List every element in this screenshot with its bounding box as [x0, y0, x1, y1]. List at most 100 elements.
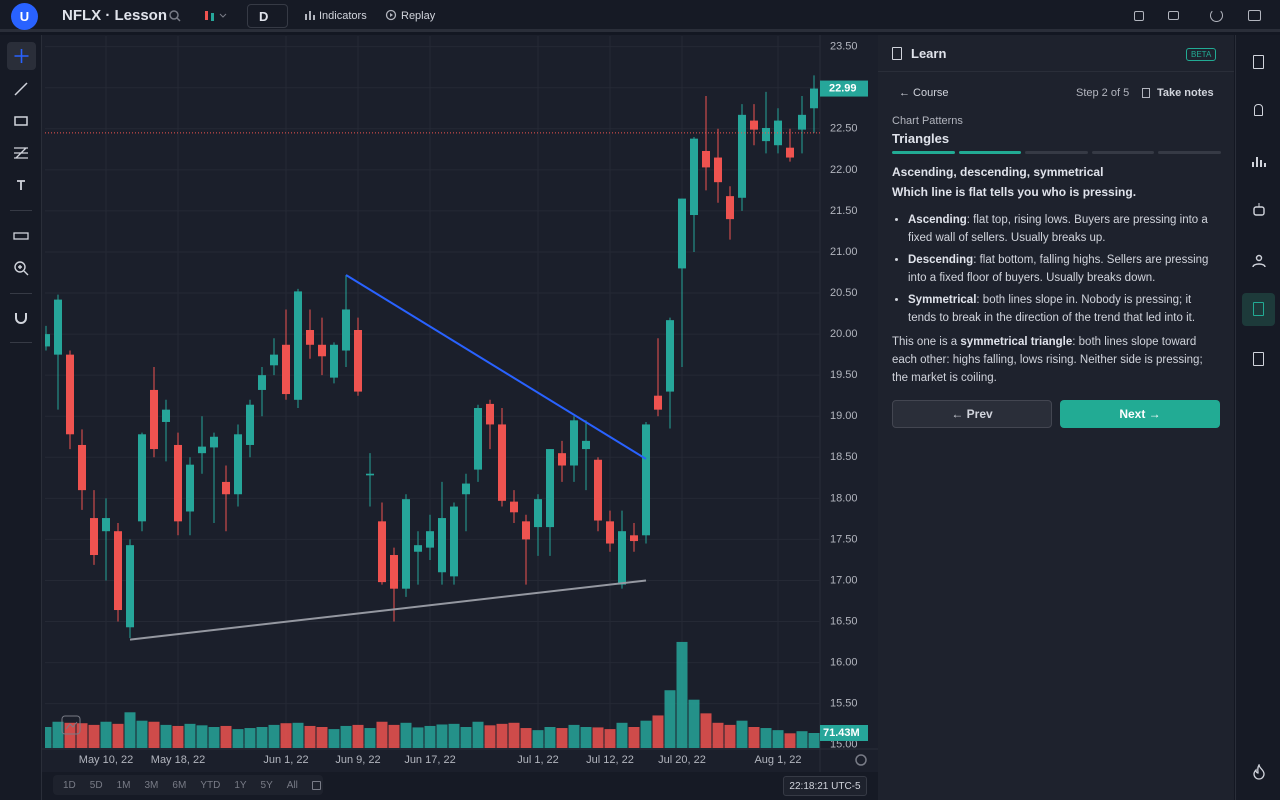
- y-tick-label: 21.50: [830, 205, 858, 217]
- candle-body: [534, 499, 542, 528]
- volume-bar: [460, 726, 472, 748]
- range-button[interactable]: 1D: [63, 779, 76, 791]
- volume-bar: [304, 725, 316, 748]
- line-tool[interactable]: [13, 81, 29, 97]
- bullet-text: : flat top, rising lows. Buyers are pres…: [908, 214, 1208, 244]
- avatar[interactable]: U: [11, 3, 38, 30]
- x-tick-label: Jul 12, 22: [586, 754, 634, 766]
- y-tick-label: 16.50: [830, 615, 858, 627]
- top-bar: U NFLX · Lesson D Indicators Replay: [0, 0, 1280, 32]
- volume-bar: [556, 728, 568, 748]
- notes-icon: [1142, 88, 1150, 98]
- data-icon[interactable]: [1251, 153, 1267, 169]
- chart-type-icon[interactable]: [203, 8, 229, 24]
- candle-body: [474, 408, 482, 470]
- volume-bar: [712, 722, 724, 748]
- plot: [45, 36, 820, 748]
- ruler-tool[interactable]: [13, 228, 29, 244]
- next-button[interactable]: Next →: [1060, 400, 1220, 428]
- active-tool[interactable]: [7, 42, 36, 70]
- learn-panel: Learn BETA ← Course Step 2 of 5 Take not…: [878, 35, 1234, 800]
- layout-icon[interactable]: [1134, 11, 1144, 21]
- volume-bar: [136, 720, 148, 748]
- settings-icon[interactable]: [855, 754, 867, 766]
- calendar-icon[interactable]: [311, 780, 321, 790]
- candle-body: [558, 453, 566, 466]
- range-button[interactable]: 5Y: [260, 779, 273, 791]
- candle-body: [318, 344, 326, 357]
- hotlist-icon[interactable]: [1251, 764, 1267, 780]
- candle-body: [510, 501, 518, 513]
- volume-bar: [748, 726, 760, 748]
- candle-body: [186, 464, 194, 512]
- last-volume-tag: [820, 724, 868, 741]
- volume-bar: [568, 724, 580, 748]
- y-tick-label: 19.50: [830, 369, 858, 381]
- volume-bar: [688, 699, 700, 748]
- volume-bar: [64, 722, 76, 748]
- candle-body: [378, 521, 386, 583]
- community-icon[interactable]: [1251, 253, 1267, 269]
- bullet-text: : both lines slope in. Nobody is pressin…: [908, 294, 1196, 324]
- x-tick-label: Jul 20, 22: [658, 754, 706, 766]
- volume-bar: [352, 724, 364, 748]
- text-tool[interactable]: [13, 177, 29, 193]
- volume-bar: [808, 732, 820, 748]
- x-tick-label: Jun 1, 22: [263, 754, 308, 766]
- learn-tab-active[interactable]: [1242, 293, 1275, 326]
- bullets: Ascending: flat top, rising lows. Buyers…: [892, 211, 1212, 331]
- candle-body: [582, 440, 590, 450]
- rect-tool[interactable]: [13, 113, 29, 129]
- candle-body: [114, 531, 122, 611]
- candle-body: [174, 444, 182, 522]
- magnet-tool[interactable]: [13, 309, 29, 325]
- range-button[interactable]: 3M: [144, 779, 159, 791]
- candle-body: [498, 424, 506, 501]
- candle-body: [594, 459, 602, 521]
- y-tick-label: 15.00: [830, 739, 858, 751]
- zoom-tool[interactable]: [13, 260, 29, 276]
- range-button[interactable]: 1Y: [234, 779, 247, 791]
- panel-header: Learn BETA: [878, 35, 1234, 72]
- volume-bar: [664, 690, 676, 748]
- back-link[interactable]: ← Course: [899, 87, 949, 99]
- alerts-icon[interactable]: [1254, 104, 1263, 116]
- volume-bar: [724, 724, 736, 748]
- symbol[interactable]: NFLX · Lesson: [62, 7, 168, 24]
- candle-body: [270, 354, 278, 366]
- range-button[interactable]: 5D: [89, 779, 103, 791]
- candle-body: [66, 354, 74, 435]
- volume-bar: [772, 730, 784, 748]
- candle-body: [630, 535, 638, 542]
- snapshot-icon[interactable]: [1248, 10, 1261, 21]
- replay-button[interactable]: Replay: [401, 10, 436, 22]
- folder-icon[interactable]: [1168, 11, 1179, 20]
- notes-tab[interactable]: [1253, 352, 1264, 366]
- fib-tool[interactable]: [13, 145, 29, 161]
- volume-bar: [496, 723, 508, 748]
- y-tick-label: 20.00: [830, 328, 858, 340]
- range-button[interactable]: All: [286, 779, 298, 791]
- notes-button[interactable]: Take notes: [1157, 87, 1214, 99]
- volume-bar: [628, 726, 640, 748]
- range-button[interactable]: YTD: [200, 779, 221, 791]
- indicators-button[interactable]: Indicators: [319, 10, 367, 22]
- bot-icon[interactable]: [1251, 202, 1267, 218]
- last-volume-label: 71.43M: [823, 727, 860, 739]
- watchlist-icon[interactable]: [1253, 55, 1264, 69]
- progress: [892, 151, 1221, 154]
- candle-body: [414, 545, 422, 552]
- candle-body: [462, 483, 470, 495]
- candle-body: [798, 114, 806, 130]
- candle-body: [438, 518, 446, 573]
- volume-bar: [760, 728, 772, 748]
- refresh-icon[interactable]: [1210, 9, 1223, 22]
- candle-body: [294, 291, 302, 400]
- range-button[interactable]: 6M: [172, 779, 187, 791]
- interval[interactable]: D: [247, 4, 288, 28]
- y-tick-label: 17.00: [830, 574, 858, 586]
- lesson-title: Triangles: [892, 131, 950, 146]
- prev-button[interactable]: ← Prev: [892, 400, 1052, 428]
- search-icon[interactable]: [168, 9, 182, 23]
- range-button[interactable]: 1M: [116, 779, 131, 791]
